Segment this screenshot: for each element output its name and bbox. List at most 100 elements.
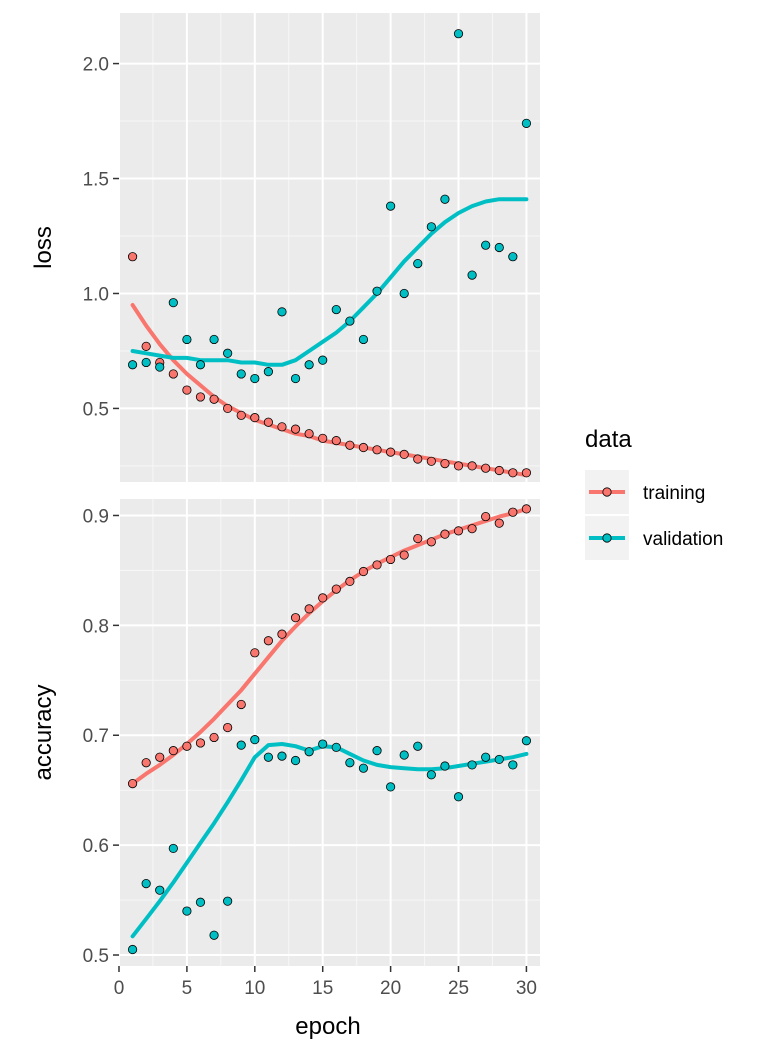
point-training <box>168 746 178 756</box>
point-training <box>182 741 192 751</box>
x-tick-label: 15 <box>312 978 333 999</box>
x-tick-label: 30 <box>516 978 537 999</box>
point-training <box>290 613 301 623</box>
point-training <box>263 636 273 646</box>
point-validation <box>426 770 436 780</box>
point-training <box>195 738 206 748</box>
point-validation <box>304 747 314 757</box>
x-tick-label: 0 <box>114 978 125 999</box>
smooth-line-validation <box>130 742 529 939</box>
point-validation <box>155 362 165 372</box>
point-training <box>440 459 450 469</box>
point-validation <box>521 736 532 746</box>
y-tick-label: 0.7 <box>83 726 109 747</box>
point-validation <box>426 222 436 232</box>
point-validation <box>481 240 491 250</box>
point-validation <box>508 760 518 770</box>
point-validation <box>168 843 178 854</box>
point-validation <box>481 752 491 762</box>
panel-loss: 0.5 1.0 1.5 2.0 loss <box>30 13 540 482</box>
point-validation <box>345 316 355 326</box>
point-training <box>426 537 436 547</box>
point-validation <box>494 754 504 765</box>
point-validation <box>331 304 341 315</box>
point-validation <box>236 369 246 379</box>
point-training <box>399 550 409 560</box>
y-tick-label: 1.5 <box>83 170 109 191</box>
point-validation <box>290 755 301 766</box>
point-training <box>508 507 518 517</box>
point-training <box>250 413 260 423</box>
point-training <box>127 778 138 789</box>
point-training <box>481 511 491 522</box>
point-validation <box>236 740 246 750</box>
point-validation <box>182 906 192 916</box>
point-training <box>182 385 192 395</box>
legend-label: validation <box>643 529 723 550</box>
point-validation <box>168 298 178 308</box>
y-tick-label: 2.0 <box>83 55 109 76</box>
point-training <box>318 433 328 443</box>
y-axis-title: loss <box>30 226 57 269</box>
point-training <box>372 445 382 455</box>
point-training <box>304 604 314 614</box>
panel-background <box>119 499 540 966</box>
x-tick-label: 10 <box>244 978 265 999</box>
point-validation <box>331 742 341 752</box>
point-training <box>168 369 178 379</box>
point-training <box>331 436 341 446</box>
point-training <box>345 440 355 450</box>
legend-title: data <box>585 426 632 453</box>
point-validation <box>209 334 219 345</box>
point-validation <box>372 286 382 296</box>
point-training <box>345 576 355 587</box>
point-validation <box>453 792 464 802</box>
point-training <box>263 417 273 427</box>
point-validation <box>263 367 273 377</box>
point-validation <box>155 885 165 895</box>
point-validation <box>127 360 138 370</box>
point-training <box>250 648 260 658</box>
point-training <box>386 447 396 457</box>
x-tick-label: 25 <box>448 978 469 999</box>
point-training <box>399 449 409 460</box>
point-validation <box>277 307 287 317</box>
point-validation <box>413 741 423 751</box>
legend-key-point <box>602 487 612 497</box>
y-tick-label: 1.0 <box>83 284 109 305</box>
point-validation <box>304 360 314 370</box>
point-validation <box>413 258 423 269</box>
point-validation <box>223 348 233 358</box>
point-validation <box>399 750 409 760</box>
point-training <box>209 732 219 743</box>
point-training <box>521 468 532 478</box>
point-training <box>440 529 450 539</box>
point-validation <box>440 194 450 204</box>
point-training <box>481 463 491 473</box>
point-training <box>155 752 165 762</box>
point-training <box>508 468 518 478</box>
x-axis-title: epoch <box>295 1013 360 1040</box>
point-validation <box>141 357 151 368</box>
point-validation <box>372 746 382 756</box>
point-training <box>236 699 246 710</box>
point-validation <box>318 355 328 365</box>
legend: data training validation <box>585 426 723 560</box>
legend-label: training <box>643 483 705 504</box>
point-validation <box>358 763 369 773</box>
point-training <box>413 454 423 464</box>
point-validation <box>223 896 233 906</box>
point-training <box>426 456 436 466</box>
point-validation <box>277 751 287 761</box>
point-training <box>277 629 287 639</box>
y-tick-label: 0.6 <box>83 836 109 857</box>
point-validation <box>386 201 396 211</box>
point-validation <box>127 944 138 955</box>
point-validation <box>358 334 369 345</box>
point-training <box>141 341 151 351</box>
point-training <box>358 566 369 577</box>
point-validation <box>209 930 219 940</box>
point-training <box>453 526 464 536</box>
point-validation <box>399 288 409 299</box>
